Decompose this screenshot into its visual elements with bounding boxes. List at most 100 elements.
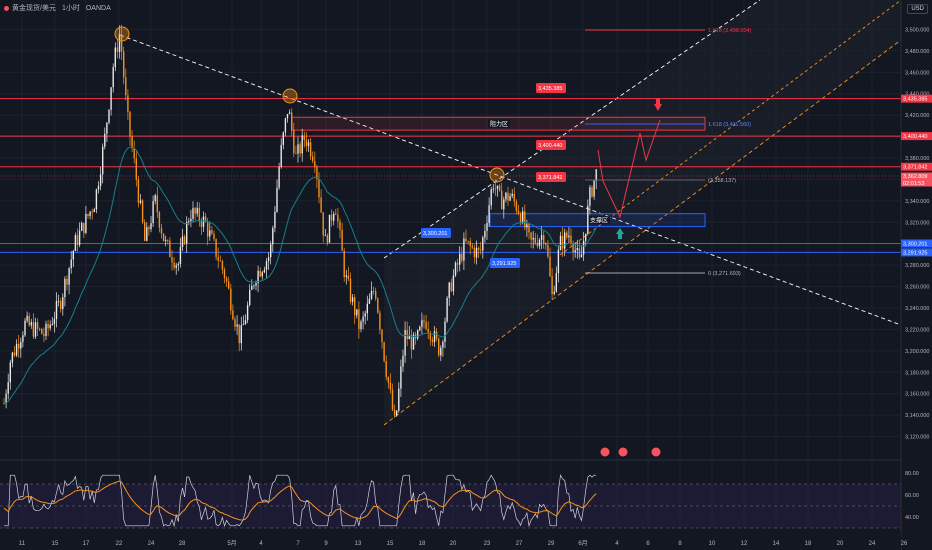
price-axis[interactable]: 3,500.0003,480.0003,460.0003,440.0003,42… [900, 0, 932, 550]
candle-body [585, 233, 587, 241]
candle-body [370, 291, 373, 299]
candle-body [354, 297, 356, 316]
candle-body [480, 249, 482, 251]
candle-body [513, 193, 515, 202]
candle-body [43, 334, 45, 336]
candle-body [127, 95, 129, 112]
currency-button[interactable]: USD [907, 4, 928, 14]
candle-body [559, 235, 562, 250]
candle-body [234, 319, 236, 327]
zone-label-bg [488, 119, 510, 128]
chart-header: 黄金现货/美元 1小时 OANDA [4, 3, 117, 13]
candle-body [486, 222, 488, 231]
candle-body [91, 211, 93, 213]
rsi-tick-label: 80.00 [905, 471, 919, 477]
candle-body [99, 174, 102, 186]
arrow-up-icon [616, 228, 624, 234]
candle-body [148, 227, 150, 230]
candle-body [179, 246, 182, 264]
candle-body [230, 288, 232, 311]
candle-body [30, 322, 32, 326]
candle-body [322, 212, 324, 236]
candle-body [34, 322, 37, 337]
candle-body [473, 247, 476, 258]
candle-body [423, 320, 425, 322]
economic-event-icon [618, 447, 628, 457]
interval-label[interactable]: 1小时 [61, 5, 80, 12]
candle-body [538, 239, 541, 247]
candle-body [540, 235, 543, 240]
price-tick-label: 3,120.000 [905, 435, 929, 441]
time-tick-label: 26 [901, 541, 908, 547]
candle-body [120, 34, 123, 52]
candle-body [116, 47, 119, 53]
candle-body [194, 208, 196, 214]
candle-body [15, 343, 18, 356]
candle-body [333, 213, 335, 221]
candle-body [106, 122, 108, 134]
price-callout-text: 3,291.925 [492, 261, 516, 267]
candle-body [240, 325, 242, 344]
candle-body [175, 265, 177, 268]
candle-body [566, 232, 568, 238]
arrow-down-icon [656, 98, 660, 104]
candle-body [202, 216, 205, 227]
channel-lower-line [383, 39, 902, 426]
time-axis[interactable]: 11 15 17 22 24 28 5月 4 7 9 13 15 18 20 23 27 29 6月 4 6 8 10 12… [0, 532, 908, 550]
candle-body [433, 331, 436, 342]
candle-body [429, 332, 431, 340]
symbol-label[interactable]: 黄金现货/美元 [12, 5, 56, 12]
price-tick-label: 3,500.000 [905, 27, 929, 33]
price-tick-label: 3,420.000 [905, 113, 929, 119]
candle-body [177, 263, 179, 266]
price-tick-label: 3,260.000 [905, 285, 929, 291]
candle-body [309, 142, 312, 157]
candle-body [70, 259, 72, 269]
current-price-tag [901, 172, 932, 180]
candle-body [534, 237, 536, 243]
candle-body [398, 388, 400, 411]
price-callout [536, 172, 566, 182]
channel-outer-line [559, 0, 902, 256]
candle-body [295, 153, 297, 154]
time-tick-label: 8 [678, 541, 682, 547]
fib-label: 1.618 (3,498.004) [708, 28, 752, 34]
candle-body [68, 268, 70, 285]
candle-body [272, 228, 274, 245]
source-label: OANDA [85, 5, 111, 12]
candle-body [402, 355, 404, 367]
price-axis-bg [901, 0, 932, 550]
candle-body [324, 235, 326, 237]
candle-body [337, 214, 339, 222]
candle-body [221, 261, 224, 270]
candle-body [595, 169, 597, 181]
candle-body [316, 167, 318, 180]
rsi-tick-label: 40.00 [905, 515, 919, 521]
candle-body [501, 190, 503, 210]
candle-body [74, 235, 77, 251]
candle-body [112, 67, 114, 88]
price-callout-text: 3,371.842 [538, 175, 562, 181]
pivot-marker [114, 26, 130, 42]
candle-body [526, 224, 528, 228]
candle-body [387, 377, 389, 383]
candle-body [561, 235, 564, 249]
status-dot-icon [4, 5, 9, 11]
candle-body [339, 221, 341, 230]
candle-body [379, 312, 381, 330]
candle-body [360, 321, 362, 330]
candle-body [249, 289, 251, 306]
candle-body [255, 282, 257, 286]
candle-body [288, 112, 291, 114]
current-price-text: 02:01:53 [903, 181, 924, 187]
ema-line [3, 146, 597, 404]
candle-body [576, 248, 578, 251]
candle-body [158, 212, 161, 228]
arrow-up-icon [618, 234, 622, 239]
level-price-tag [901, 132, 932, 141]
candle-body [125, 77, 127, 96]
candle-body [515, 201, 518, 211]
candle-body [477, 247, 480, 250]
candle-body [551, 276, 553, 295]
